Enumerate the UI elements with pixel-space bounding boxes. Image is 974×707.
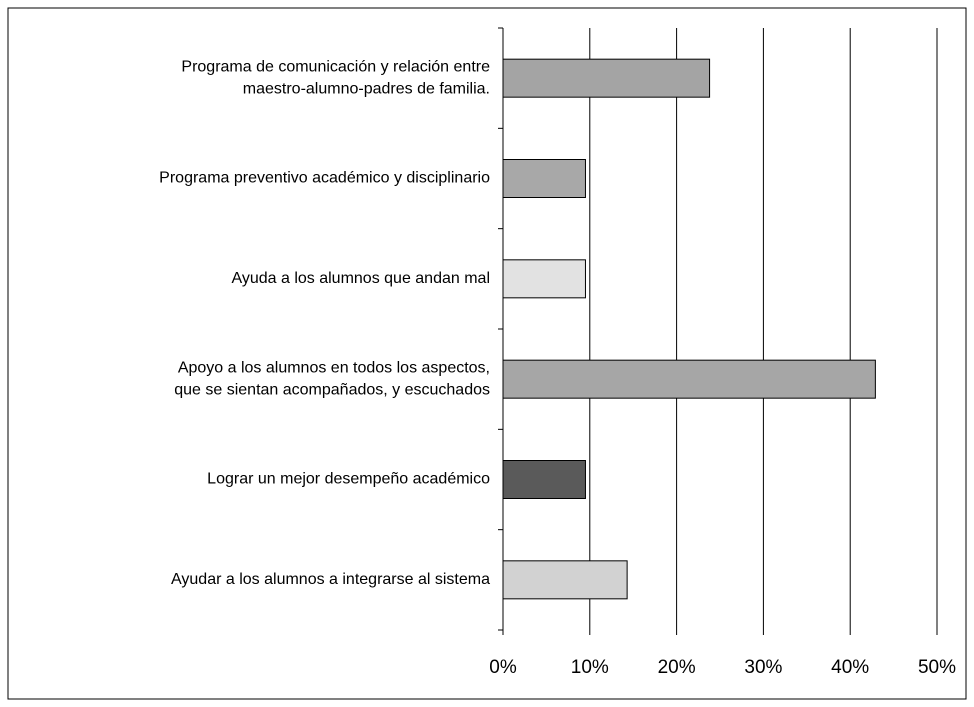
chart-frame (7, 7, 967, 700)
y-tick-label: Ayuda a los alumnos que andan mal (231, 270, 490, 287)
bar (502, 159, 586, 198)
x-tick-label: 30% (744, 657, 782, 678)
y-tick-label: Apoyo a los alumnos en todos los aspecto… (178, 359, 490, 376)
x-tick-label: 0% (489, 657, 517, 678)
bar (502, 259, 586, 299)
y-tick-label: Programa de comunicación y relación entr… (181, 58, 490, 75)
x-tick-label: 40% (831, 657, 869, 678)
y-tick-label: maestro-alumno-padres de familia. (243, 80, 490, 97)
x-tick-label: 20% (658, 657, 696, 678)
y-tick-label: Programa preventivo académico y discipli… (159, 170, 490, 187)
x-tick-label: 10% (571, 657, 609, 678)
bar (502, 460, 586, 499)
bar (502, 560, 628, 600)
x-tick-label: 50% (918, 657, 956, 678)
bar (502, 359, 876, 399)
y-tick-label: que se sientan acompañados, y escuchados (174, 381, 490, 398)
y-tick-label: Ayudar a los alumnos a integrarse al sis… (171, 571, 490, 588)
bar (502, 58, 711, 98)
y-tick-label: Lograr un mejor desempeño académico (207, 471, 490, 488)
